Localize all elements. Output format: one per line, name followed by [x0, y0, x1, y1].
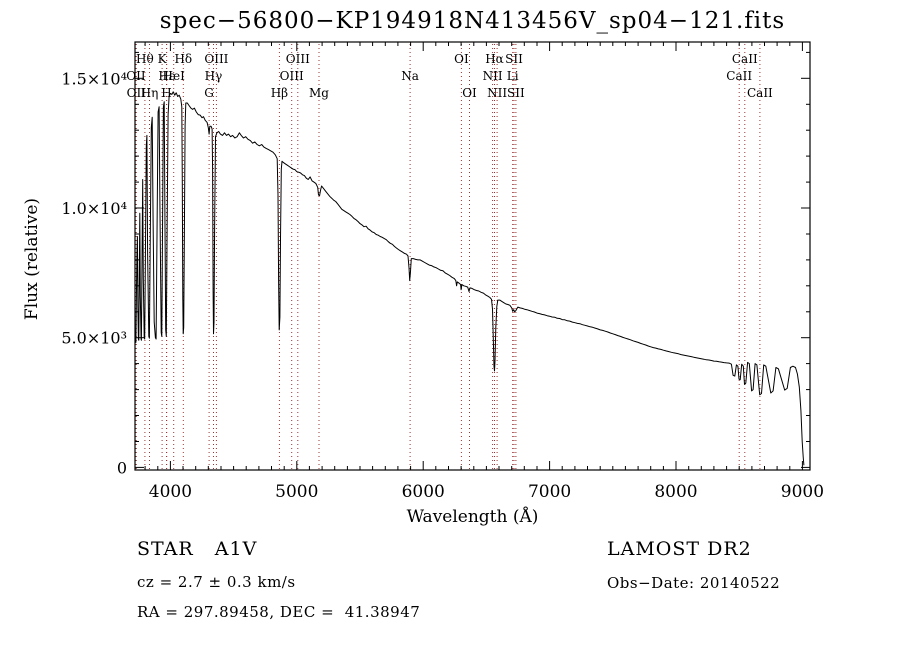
line-marker-label: OII: [127, 86, 147, 100]
line-marker-label: G: [204, 86, 214, 100]
line-marker-label: Li: [507, 69, 519, 83]
y-tick-label: 5.0×10³: [61, 329, 127, 348]
line-marker-label: CaII: [747, 86, 773, 100]
x-axis-title: Wavelength (Å): [406, 507, 539, 527]
line-marker-label: Na: [401, 69, 419, 83]
line-marker-label: Hγ: [205, 69, 223, 83]
line-marker-label: Hα: [485, 52, 504, 66]
line-marker-label: OIII: [280, 69, 304, 83]
line-marker-label: Hδ: [174, 52, 192, 66]
line-marker-label: NII: [487, 86, 507, 100]
ra-dec-value: RA = 297.89458, DEC = 41.38947: [137, 603, 421, 621]
line-marker-label: OII: [126, 69, 146, 83]
y-tick-label: 1.5×10⁴: [61, 69, 127, 88]
line-marker-label: Hβ: [271, 86, 288, 100]
obs-date-label: Obs−Date: 20140522: [607, 574, 781, 592]
x-tick-label: 6000: [402, 482, 445, 502]
cz-value: cz = 2.7 ± 0.3 km/s: [137, 573, 296, 591]
line-marker-label: SII: [505, 52, 523, 66]
x-tick-label: 7000: [528, 482, 571, 502]
line-marker-label: H: [161, 86, 171, 100]
line-marker-label: CaII: [732, 52, 758, 66]
line-marker-label: OI: [462, 86, 477, 100]
y-tick-label: 1.0×10⁴: [61, 199, 127, 218]
line-marker-label: Hη: [141, 86, 159, 100]
line-marker-label: Hε: [158, 69, 175, 83]
object-class-label: STAR A1V: [137, 538, 258, 560]
line-marker-label: K: [158, 52, 168, 66]
x-tick-label: 9000: [781, 482, 824, 502]
y-tick-label: 0: [117, 458, 127, 477]
line-marker-label: NII: [483, 69, 503, 83]
x-tick-label: 5000: [275, 482, 318, 502]
line-marker-label: Mg: [309, 86, 329, 100]
plot-border: [134, 41, 811, 471]
spectrum-line: [135, 91, 805, 466]
line-marker-label: HeI: [163, 69, 186, 83]
line-marker-label: OIII: [286, 52, 310, 66]
line-marker-label: OIII: [204, 52, 228, 66]
survey-label: LAMOST DR2: [607, 538, 752, 560]
x-tick-label: 8000: [654, 482, 697, 502]
line-marker-label: SII: [507, 86, 525, 100]
x-tick-label: 4000: [149, 482, 192, 502]
plot-title: spec−56800−KP194918N413456V_sp04−121.fit…: [159, 8, 786, 34]
line-marker-label: OI: [454, 52, 469, 66]
line-marker-label: Hθ: [136, 52, 154, 66]
line-marker-label: CaII: [726, 69, 752, 83]
